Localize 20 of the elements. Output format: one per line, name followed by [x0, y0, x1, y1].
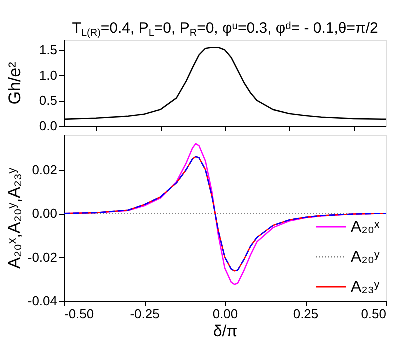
line-series: [64, 156, 386, 272]
y-tick-label: 0.0: [39, 118, 58, 134]
legend-label: A₂₃ʸ: [351, 279, 380, 296]
x-tick-label: 0.00: [212, 306, 238, 322]
y-axis-title: Gh/e²: [6, 62, 24, 105]
x-tick-label: -0.25: [130, 306, 160, 322]
y-tick-label: 1.0: [39, 68, 58, 83]
x-axis-title: δ/π: [213, 324, 238, 340]
y-tick-label: -0.02: [28, 250, 58, 265]
y-tick-label: 0.02: [32, 162, 58, 178]
y-tick-label: -0.04: [28, 294, 58, 308]
x-tick-label: 0.50: [361, 306, 386, 322]
x-tick-label: -0.50: [64, 306, 94, 322]
y-axis-title: A₂₀ˣ,A₂₀ʸ,A₂₃ʸ: [4, 168, 24, 269]
y-tick-label: 0.00: [32, 206, 58, 222]
legend-label: A₂₀ˣ: [351, 219, 381, 236]
x-tick-label: 0.25: [293, 306, 319, 322]
y-tick-label: 1.5: [39, 42, 58, 58]
y-tick-label: 0.5: [39, 93, 58, 108]
legend-label: A₂₀ʸ: [351, 249, 381, 266]
